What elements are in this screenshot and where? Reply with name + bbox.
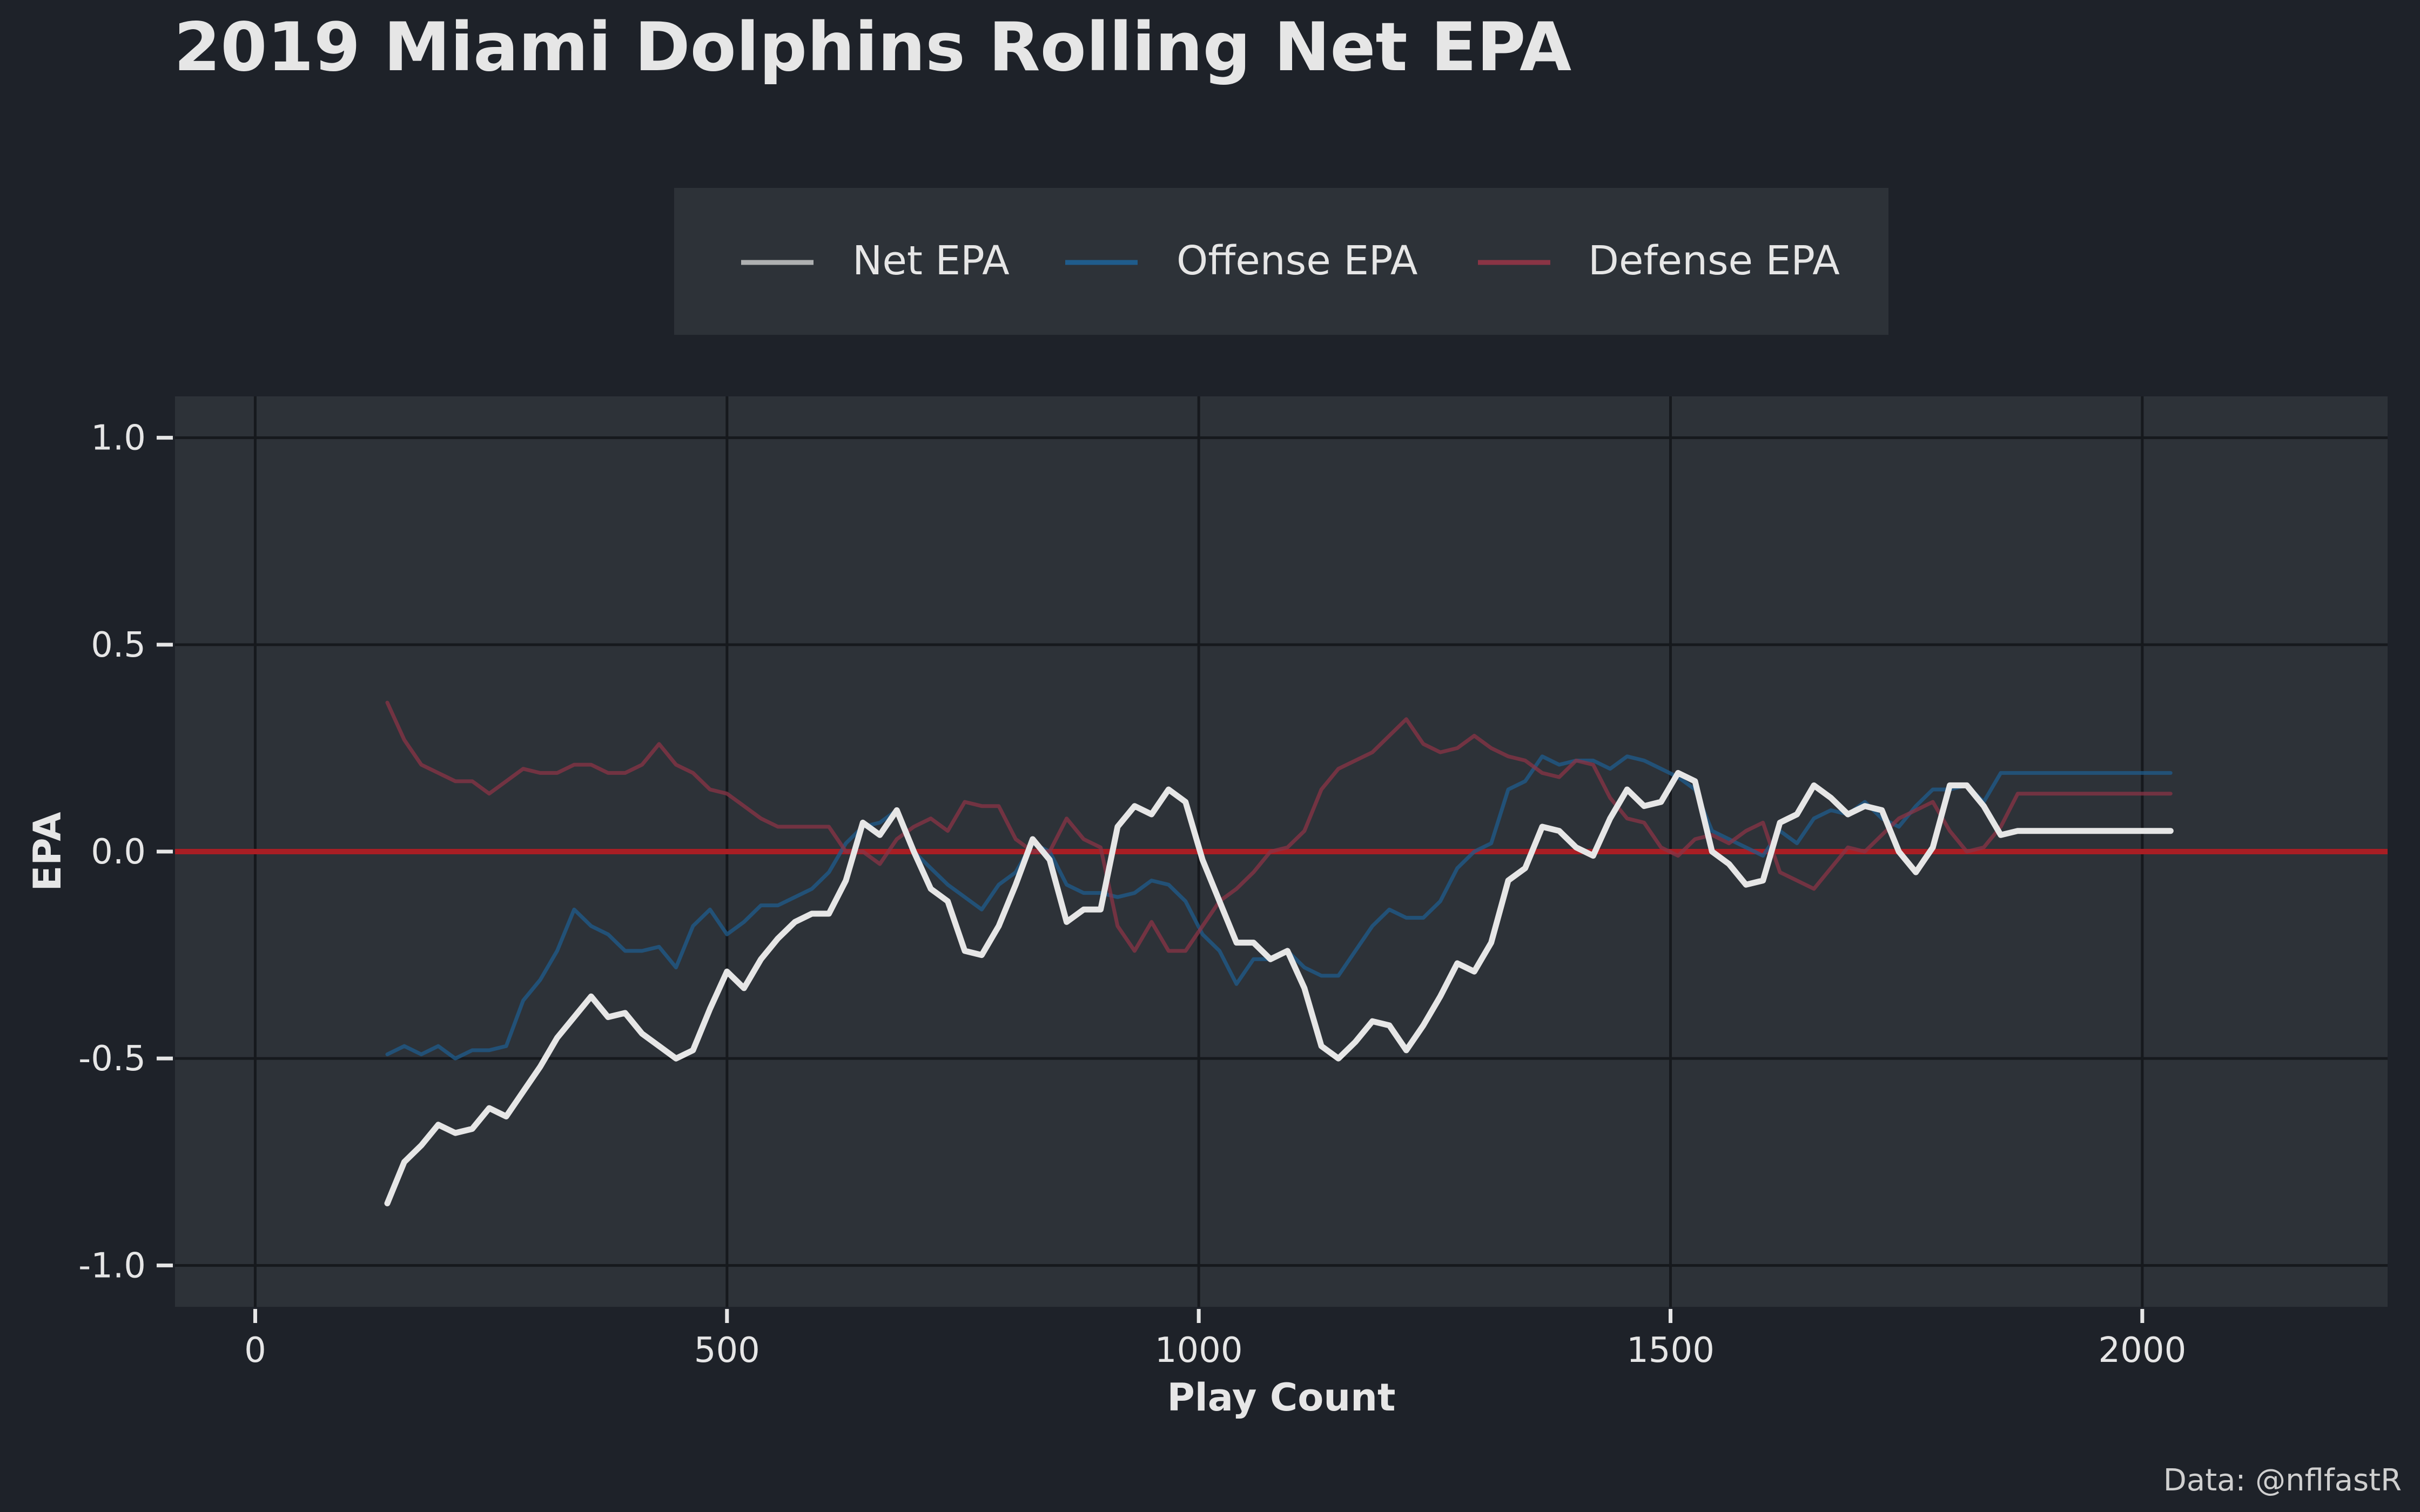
x-tick-label: 2000 (2098, 1331, 2186, 1371)
x-axis-ticks: 0 500 1000 1500 2000 (244, 1309, 2186, 1371)
x-tick-label: 500 (694, 1331, 760, 1371)
y-tick-label: 0.0 (91, 832, 146, 872)
x-tick-label: 1000 (1155, 1331, 1243, 1371)
y-tick-label: 1.0 (91, 418, 146, 458)
x-axis-title: Play Count (1167, 1375, 1396, 1420)
series-lines (384, 700, 2174, 1206)
y-tick-label: -1.0 (78, 1246, 146, 1286)
x-tick-label: 1500 (1626, 1331, 1715, 1371)
x-tick-label: 0 (244, 1331, 266, 1371)
legend-label-defense-epa: Defense EPA (1588, 238, 1840, 284)
chart-title: 2019 Miami Dolphins Rolling Net EPA (174, 9, 1571, 86)
legend-box (674, 188, 1888, 335)
defense-epa-line (385, 700, 2173, 953)
y-axis-ticks: -1.0 -0.5 0.0 0.5 1.0 (78, 418, 173, 1286)
legend-label-offense-epa: Offense EPA (1177, 238, 1418, 284)
data-source-caption: Data: @nflfastR (2163, 1463, 2402, 1498)
legend: Net EPA Offense EPA Defense EPA (674, 188, 1888, 335)
y-tick-label: -0.5 (78, 1039, 146, 1079)
y-axis-title: EPA (25, 812, 70, 892)
net-epa-line (384, 770, 2174, 1206)
legend-label-net-epa: Net EPA (852, 238, 1010, 284)
y-tick-label: 0.5 (91, 625, 146, 665)
